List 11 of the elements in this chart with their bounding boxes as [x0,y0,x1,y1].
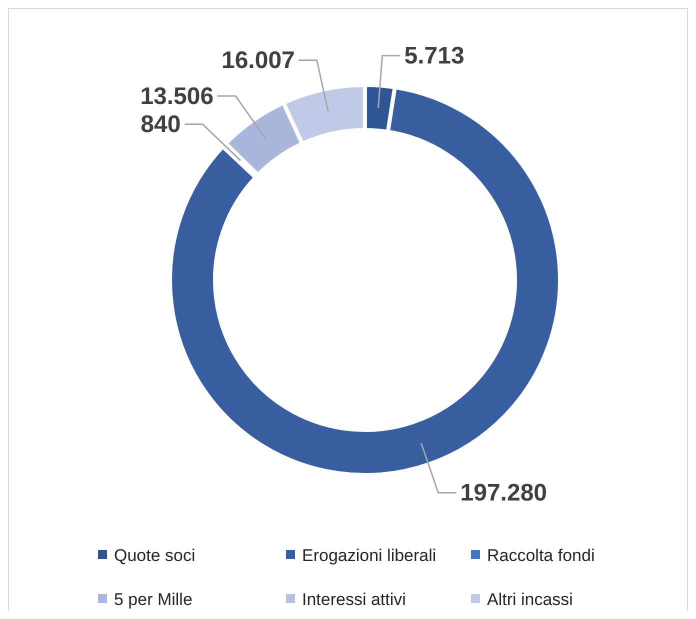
legend-label: Erogazioni liberali [302,546,436,565]
data-label: 197.280 [460,480,548,507]
data-label: 13.506 [140,82,214,110]
legend-label: Altri incassi [487,590,573,609]
legend-label: Raccolta fondi [487,546,595,565]
legend-label: 5 per Mille [114,590,192,609]
legend-label: Quote soci [114,546,196,565]
legend-label: Interessi attivi [302,590,406,609]
data-label: 840 [140,111,181,138]
data-label: 5.713 [404,42,464,70]
data-label: 16.007 [221,47,295,74]
